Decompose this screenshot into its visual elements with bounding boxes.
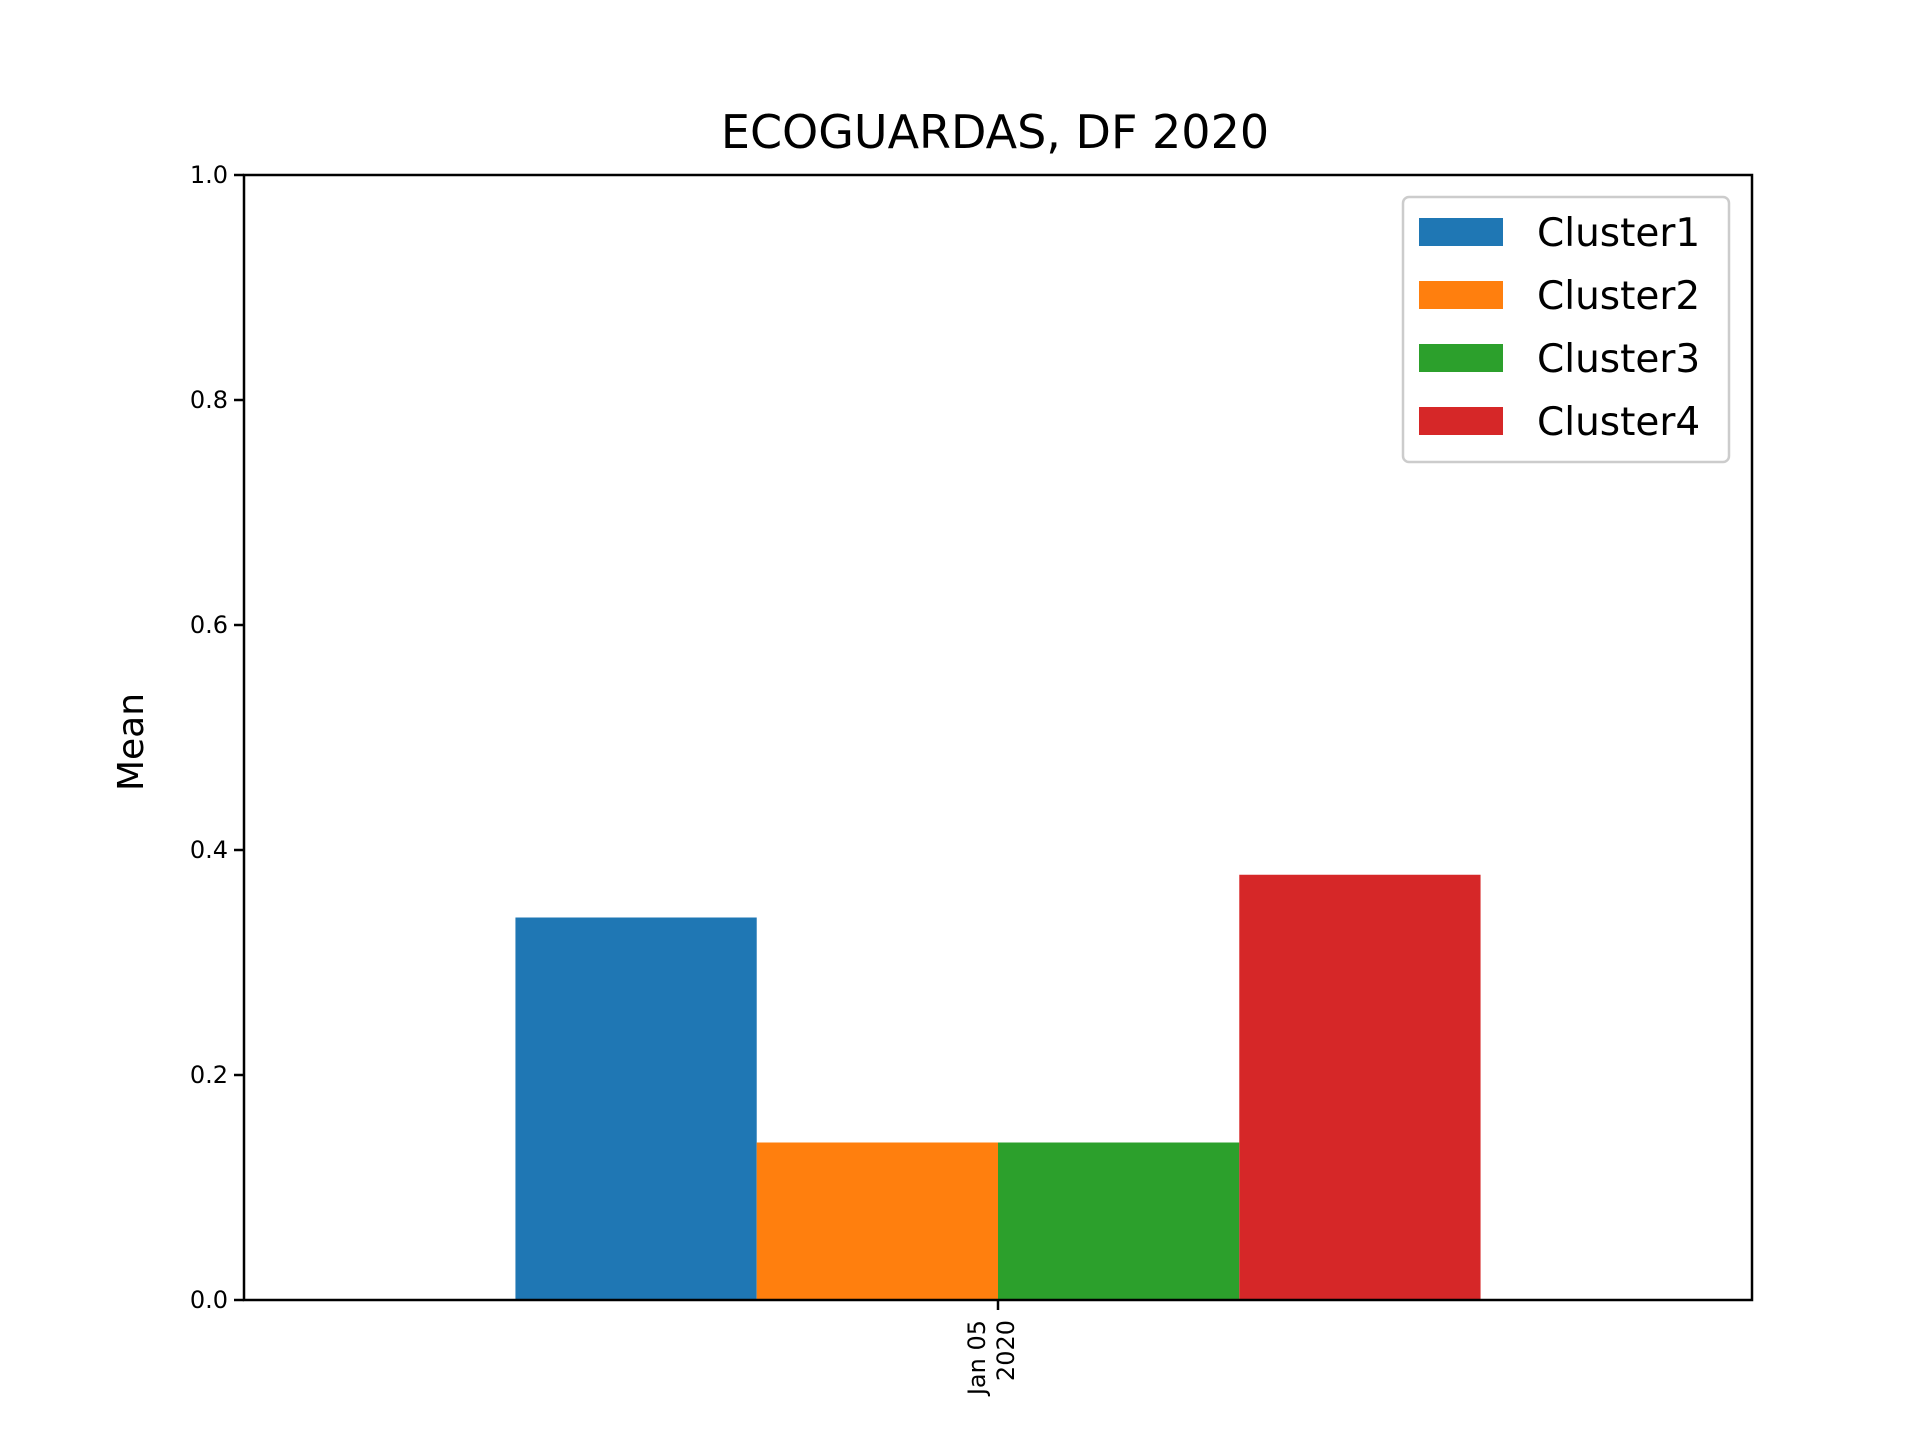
- legend: Cluster1 Cluster2 Cluster3 Cluster4: [1401, 195, 1731, 464]
- y-tick-label: 0.8: [190, 386, 228, 414]
- legend-swatch-cluster1: [1419, 218, 1503, 246]
- legend-box: [1401, 195, 1731, 464]
- x-axis: Jan 052020: [963, 1300, 1020, 1397]
- bar-cluster3: [998, 1142, 1240, 1300]
- y-tick-label: 0.6: [190, 611, 228, 639]
- legend-label-cluster1: Cluster1: [1537, 211, 1700, 256]
- legend-swatch-cluster3: [1419, 344, 1503, 372]
- y-tick-label: 0.0: [190, 1286, 228, 1314]
- legend-swatch-cluster4: [1419, 407, 1503, 435]
- bar-cluster4: [1239, 874, 1481, 1300]
- chart-title: ECOGUARDAS, DF 2020: [721, 105, 1269, 159]
- bar-cluster2: [756, 1142, 998, 1300]
- y-tick-label: 1.0: [190, 161, 228, 189]
- y-tick-label: 0.2: [190, 1061, 228, 1089]
- legend-label-cluster4: Cluster4: [1537, 400, 1700, 445]
- bars-group: [515, 874, 1481, 1300]
- legend-label-cluster3: Cluster3: [1537, 337, 1700, 382]
- y-axis: 0.0 0.2 0.4 0.6 0.8 1.0: [190, 161, 244, 1314]
- legend-label-cluster2: Cluster2: [1537, 274, 1700, 319]
- legend-swatch-cluster2: [1419, 281, 1503, 309]
- bar-cluster1: [515, 917, 757, 1300]
- x-tick-label: Jan 052020: [963, 1320, 1020, 1397]
- y-axis-label: Mean: [111, 693, 152, 791]
- y-tick-label: 0.4: [190, 836, 228, 864]
